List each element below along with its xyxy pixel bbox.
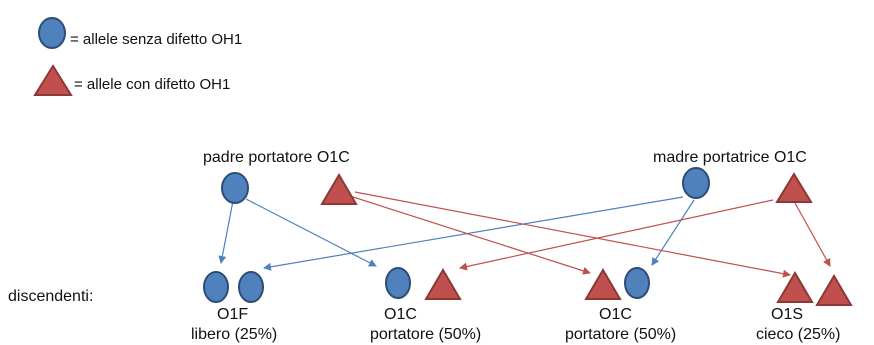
mother-alleles (682, 167, 813, 203)
inheritance-arrows (218, 191, 831, 278)
offspring-description: libero (25%) (191, 326, 277, 343)
mother-healthy-allele-icon (682, 167, 710, 199)
father-alleles (221, 172, 358, 205)
father-defect-allele-icon (320, 173, 358, 205)
mother-label: madre portatrice O1C (653, 149, 807, 166)
o1f-healthy-allele-icon (238, 271, 264, 303)
offspring-code: O1C (599, 306, 632, 323)
offspring-label: discendenti: (8, 288, 93, 305)
offspring-code: O1S (771, 306, 803, 323)
offspring-code: O1F (217, 306, 248, 323)
father-healthy-allele-icon (221, 172, 249, 204)
offspring-description: portatore (50%) (370, 326, 481, 343)
arrow-father-healthy-to-o1f (218, 200, 234, 264)
o1f-healthy-allele-icon (203, 271, 229, 303)
legend: = allele senza difetto OH1 = allele con … (33, 17, 242, 96)
o1c-right-healthy-allele-icon (624, 267, 650, 299)
offspring-o1s-alleles (776, 271, 853, 306)
o1c-right-defect-allele-icon (584, 268, 622, 300)
arrow-father-healthy-to-o1c-left (245, 198, 377, 267)
arrow-mother-healthy-to-o1c-right (651, 199, 695, 266)
offspring-o1f-alleles (203, 271, 264, 303)
o1s-defect-allele-icon (815, 274, 853, 306)
o1c-left-defect-allele-icon (424, 268, 462, 300)
legend-healthy-text: = allele senza difetto OH1 (70, 31, 242, 48)
arrow-mother-defect-to-o1s (794, 202, 831, 267)
offspring-o1c-left-alleles (385, 267, 462, 300)
arrow-mother-defect-to-o1c-left (459, 199, 774, 271)
offspring-description: portatore (50%) (565, 326, 676, 343)
defect-allele-legend-icon (33, 64, 73, 96)
arrow-father-defect-to-o1c-right (349, 195, 591, 275)
legend-defect-text: = allele con difetto OH1 (74, 76, 230, 93)
mother-defect-allele-icon (775, 172, 813, 203)
offspring-code: O1C (384, 306, 417, 323)
arrow-mother-healthy-to-o1f (263, 196, 684, 271)
o1c-left-healthy-allele-icon (385, 267, 411, 299)
father-label: padre portatore O1C (203, 149, 350, 166)
offspring-description: cieco (25%) (756, 326, 840, 343)
offspring-o1c-right-alleles (584, 267, 650, 300)
arrow-father-defect-to-o1s (354, 191, 791, 278)
healthy-allele-legend-icon (38, 17, 66, 49)
o1s-defect-allele-icon (776, 271, 814, 303)
